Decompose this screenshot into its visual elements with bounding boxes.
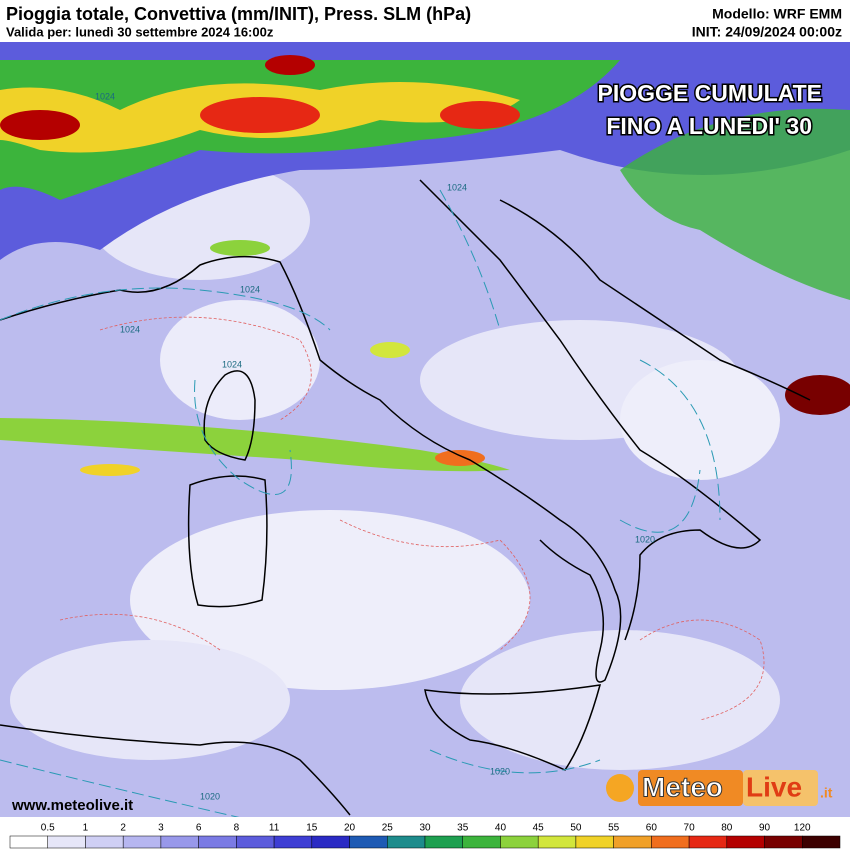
isobar-label: 1020 [490,766,510,776]
legend-swatch [273,835,313,849]
legend-label: 40 [495,823,507,834]
legend-label: 35 [457,823,469,834]
legend-label: 50 [570,823,582,834]
legend-swatch [424,835,463,849]
rain-core [440,101,520,129]
legend: 0.5 1 2 3 6 8 11 15 20 25 30 35 40 45 50 55 60 70 80 90 120 [9,823,841,849]
rain-core [80,464,140,476]
isobar-label: 1024 [222,359,242,369]
isobar-label: 1024 [120,324,140,334]
legend-swatch [160,835,199,849]
rain-core [435,450,485,466]
legend-swatch [500,835,539,849]
rain-core [0,110,80,140]
legend-swatch [311,835,350,849]
legend-swatch [575,835,614,849]
legend-label: 15 [306,823,318,834]
legend-swatch [387,835,426,849]
header-bg [0,0,850,42]
isobar-label: 1024 [447,182,467,192]
isobar-label: 1020 [635,534,655,544]
legend-swatch [688,835,728,849]
legend-label: 45 [533,823,545,834]
legend-swatch [651,835,690,849]
logo-text: .it [820,785,833,801]
rain-band [0,418,510,472]
legend-swatch [726,835,765,849]
rain-core [200,97,320,133]
legend-swatch [198,835,237,849]
legend-label: 120 [794,823,811,834]
init-time: INIT: 24/09/2024 00:00z [692,24,842,40]
legend-swatch [122,835,162,849]
legend-label: 80 [721,823,733,834]
legend-label: 90 [759,823,771,834]
legend-label: 2 [120,823,126,834]
overlay-line: FINO A LUNEDI' 30 [606,113,812,139]
legend-swatch [47,835,86,849]
legend-swatch [85,835,124,849]
logo-box [743,770,818,806]
dry-area [160,300,320,420]
legend-label: 0.5 [41,823,55,834]
isobar-label: 1020 [200,791,220,801]
title: Pioggia totale, Convettiva (mm/INIT), Pr… [6,4,471,24]
legend-label: 20 [344,823,356,834]
legend-swatch [537,835,577,849]
legend-label: 1 [83,823,89,834]
legend-label: 11 [269,823,280,834]
legend-label: 55 [608,823,620,834]
isobar-label: 1024 [95,91,115,101]
legend-swatch [613,835,652,849]
rain-core [785,375,850,415]
logo-sun [606,774,634,802]
valid-time: Valida per: lunedì 30 settembre 2024 16:… [6,24,274,39]
isobars [0,189,721,821]
logo: Meteo Live .it [606,770,833,806]
logo-text: Live [746,771,802,802]
isobar-label: 1024 [240,284,260,294]
legend-swatch [802,835,841,849]
legend-swatch [764,835,803,849]
isobar-labels: 1024 1024 1024 1024 1024 1020 1020 1020 [95,91,655,801]
legend-label: 6 [196,823,202,834]
rain-area [370,342,410,358]
website: www.meteolive.it [11,797,133,814]
legend-label: 3 [158,823,164,834]
rain-area [620,108,850,300]
legend-label: 25 [382,823,394,834]
rain-core [265,55,315,75]
legend-label: 30 [419,823,431,834]
legend-label: 8 [234,823,240,834]
dry-area [460,630,780,770]
precip-contours [59,316,765,721]
legend-swatch [236,835,275,849]
legend-label: 70 [684,823,696,834]
dry-area [10,640,290,760]
legend-label: 60 [646,823,658,834]
overlay-line: PIOGGE CUMULATE [598,80,822,106]
legend-swatch [9,835,48,849]
model: Modello: WRF EMM [712,6,842,22]
rain-area [210,240,270,256]
map [0,42,850,821]
coastlines [0,179,811,816]
legend-swatch [349,835,388,849]
logo-box [638,770,743,806]
dry-area [130,510,530,690]
legend-swatch [462,835,501,849]
logo-text: Meteo [642,771,723,802]
